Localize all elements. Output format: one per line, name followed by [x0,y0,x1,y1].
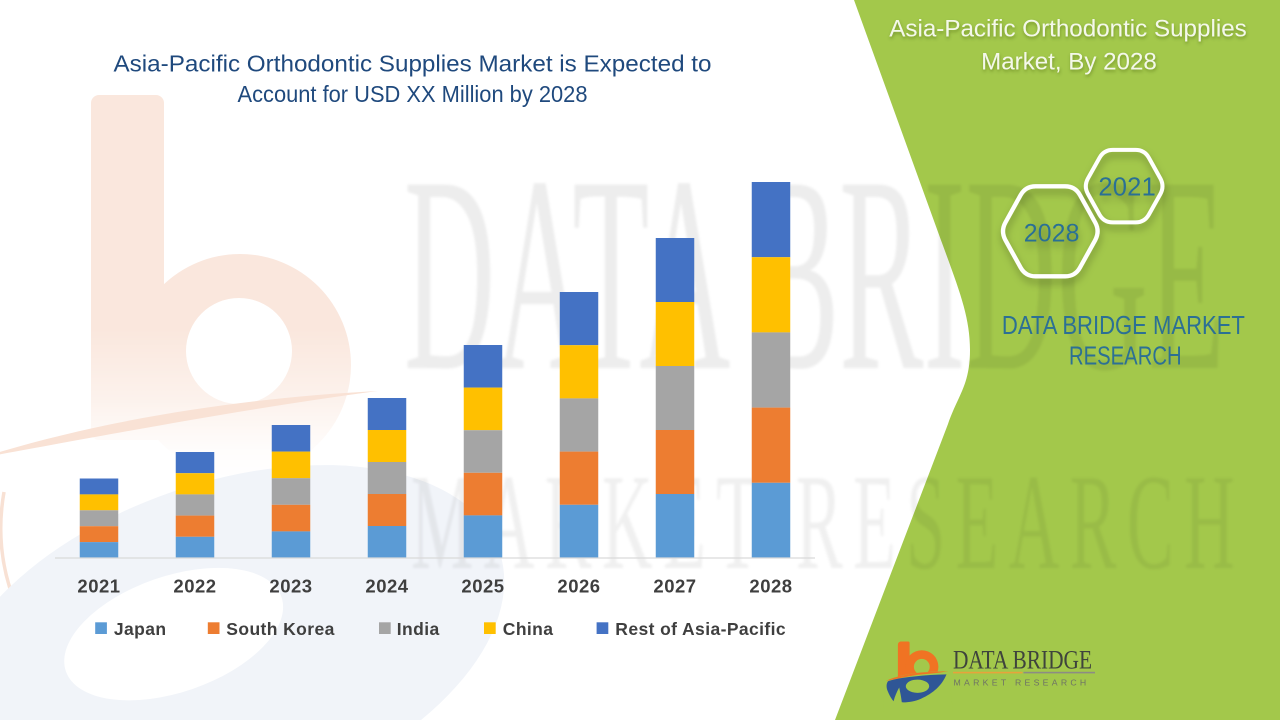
svg-text:2028: 2028 [1024,220,1080,247]
svg-text:2023: 2023 [269,576,312,597]
svg-text:MARKET RESEARCH: MARKET RESEARCH [411,446,1245,598]
svg-text:MARKET RESEARCH: MARKET RESEARCH [954,679,1090,688]
svg-text:2027: 2027 [653,576,696,597]
svg-text:DATA BRIDGE: DATA BRIDGE [404,118,1225,429]
svg-text:2022: 2022 [173,576,216,597]
svg-text:DATA BRIDGE MARKET: DATA BRIDGE MARKET [1002,312,1245,340]
svg-text:South Korea: South Korea [226,619,334,639]
svg-text:2021: 2021 [77,576,120,597]
svg-text:2026: 2026 [557,576,600,597]
svg-text:Japan: Japan [114,619,167,639]
svg-text:2021: 2021 [1098,173,1156,201]
svg-text:RESEARCH: RESEARCH [1069,343,1182,371]
svg-text:China: China [503,619,554,639]
svg-text:Rest of Asia-Pacific: Rest of Asia-Pacific [615,619,786,639]
svg-text:India: India [397,619,440,639]
svg-text:2024: 2024 [365,576,408,597]
svg-text:Market, By 2028: Market, By 2028 [981,49,1157,76]
svg-text:2025: 2025 [461,576,504,597]
svg-text:Account for USD XX Million by: Account for USD XX Million by 2028 [238,81,588,107]
svg-text:2028: 2028 [749,576,792,597]
svg-text:DATA BRIDGE: DATA BRIDGE [953,645,1092,674]
svg-text:Asia-Pacific Orthodontic Suppl: Asia-Pacific Orthodontic Supplies [889,16,1247,43]
svg-text:Asia-Pacific Orthodontic Suppl: Asia-Pacific Orthodontic Supplies Market… [114,50,712,76]
